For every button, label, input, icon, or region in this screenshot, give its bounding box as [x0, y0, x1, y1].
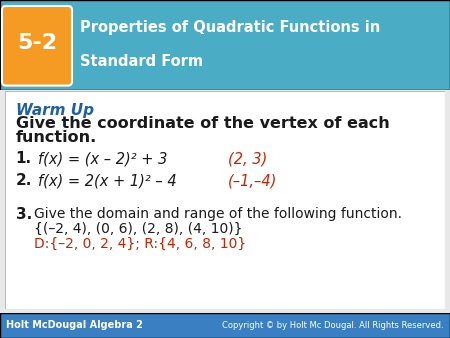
Text: (–1,–4): (–1,–4) [228, 173, 278, 188]
Text: 2.: 2. [16, 173, 32, 188]
Text: Copyright © by Holt Mc Dougal. All Rights Reserved.: Copyright © by Holt Mc Dougal. All Right… [222, 321, 444, 330]
Text: Warm Up: Warm Up [16, 103, 94, 118]
Text: D:{–2, 0, 2, 4}; R:{4, 6, 8, 10}: D:{–2, 0, 2, 4}; R:{4, 6, 8, 10} [34, 237, 246, 251]
FancyBboxPatch shape [5, 91, 445, 309]
Text: {(–2, 4), (0, 6), (2, 8), (4, 10)}: {(–2, 4), (0, 6), (2, 8), (4, 10)} [34, 222, 243, 236]
Text: 1.: 1. [16, 151, 32, 166]
Text: 5-2: 5-2 [17, 33, 57, 53]
FancyBboxPatch shape [2, 6, 72, 86]
Text: (2, 3): (2, 3) [228, 151, 267, 166]
Text: Properties of Quadratic Functions in: Properties of Quadratic Functions in [80, 20, 380, 35]
Text: Standard Form: Standard Form [80, 54, 203, 69]
Text: function.: function. [16, 130, 97, 145]
FancyBboxPatch shape [0, 0, 450, 90]
Text: 3.: 3. [16, 207, 32, 222]
FancyBboxPatch shape [0, 313, 450, 338]
Text: Give the coordinate of the vertex of each: Give the coordinate of the vertex of eac… [16, 116, 389, 131]
Text: Holt McDougal Algebra 2: Holt McDougal Algebra 2 [6, 320, 143, 330]
Text: f(x) = 2(x + 1)² – 4: f(x) = 2(x + 1)² – 4 [38, 173, 177, 188]
Text: Give the domain and range of the following function.: Give the domain and range of the followi… [34, 207, 402, 221]
Text: f(x) = (x – 2)² + 3: f(x) = (x – 2)² + 3 [38, 151, 167, 166]
